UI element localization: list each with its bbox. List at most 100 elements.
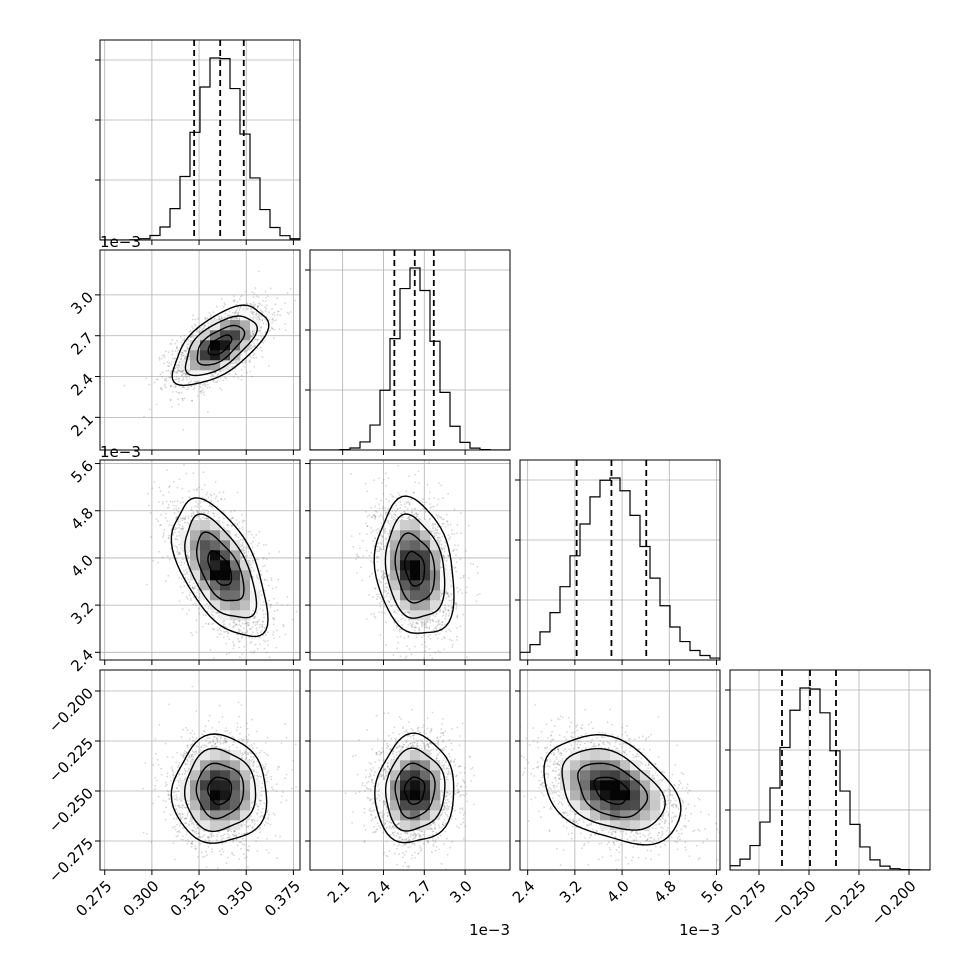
scatter-point (430, 507, 432, 509)
histogram-step (520, 478, 720, 660)
scatter-point (251, 637, 253, 639)
scatter-point (178, 577, 180, 579)
scatter-point (400, 636, 402, 638)
scatter-point (253, 312, 255, 314)
scatter-point (242, 550, 244, 552)
scatter-point (181, 392, 183, 394)
scatter-point (272, 318, 274, 320)
scatter-point (191, 507, 193, 509)
scatter-point (281, 308, 283, 310)
scatter-point (158, 501, 160, 503)
scatter-point (238, 522, 240, 524)
scatter-point (225, 313, 227, 315)
scatter-point (264, 627, 266, 629)
scatter-point (270, 288, 272, 290)
scatter-point (215, 612, 217, 614)
panel-1-0 (95, 250, 300, 455)
scatter-point (218, 615, 220, 617)
scatter-point (267, 640, 269, 642)
scatter-point (248, 637, 250, 639)
scatter-point (210, 649, 212, 651)
scatter-point (185, 569, 187, 571)
scatter-point (158, 487, 160, 489)
scatter-point (179, 521, 181, 523)
scatter-point (277, 314, 279, 316)
scatter-point (178, 531, 180, 533)
scatter-point (236, 519, 238, 521)
scatter-point (168, 504, 170, 506)
scatter-point (428, 462, 430, 464)
scatter-point (191, 400, 193, 402)
scatter-point (169, 559, 171, 561)
scatter-point (237, 492, 239, 494)
tick-marks (305, 270, 465, 455)
scatter-point (263, 617, 265, 619)
scatter-point (243, 552, 245, 554)
scatter-point (241, 528, 243, 530)
scatter-point (205, 623, 207, 625)
density-cell (240, 580, 250, 590)
scatter-point (196, 619, 198, 621)
scatter-point (242, 623, 244, 625)
scatter-point (163, 354, 165, 356)
scatter-point (234, 523, 236, 525)
scatter-point (271, 328, 273, 330)
scatter-point (264, 340, 266, 342)
scatter-point (276, 673, 278, 675)
scatter-point (250, 564, 252, 566)
scatter-point (395, 505, 397, 507)
scatter-point (218, 318, 220, 320)
scatter-point (151, 487, 153, 489)
scatter-point (252, 621, 254, 623)
scatter-point (160, 490, 162, 492)
scatter-point (169, 485, 171, 487)
scatter-point (192, 604, 194, 606)
scatter-point (245, 359, 247, 361)
scatter-point (218, 633, 220, 635)
scatter-point (166, 501, 168, 503)
scatter-point (238, 377, 240, 379)
scatter-point (213, 512, 215, 514)
scatter-point (237, 638, 239, 640)
scatter-point (180, 356, 182, 358)
scatter-point (252, 546, 254, 548)
density-cell (220, 550, 230, 560)
scatter-point (245, 291, 247, 293)
scatter-point (176, 378, 178, 380)
scatter-point (224, 302, 226, 304)
scatter-point (206, 510, 208, 512)
scatter-point (210, 314, 212, 316)
scatter-point (175, 505, 177, 507)
scatter-point (380, 634, 382, 636)
scatter-point (295, 300, 297, 302)
scatter-point (166, 469, 168, 471)
scatter-point (187, 558, 189, 560)
scatter-point (232, 641, 234, 643)
scatter-point (187, 522, 189, 524)
scatter-point (456, 606, 458, 608)
scatter-point (185, 351, 187, 353)
scatter-point (279, 328, 281, 330)
scatter-point (260, 326, 262, 328)
scatter-point (182, 501, 184, 503)
scatter-point (238, 647, 240, 649)
scatter-point (259, 643, 261, 645)
scatter-point (174, 529, 176, 531)
scatter-point (252, 318, 254, 320)
tick-marks (515, 480, 716, 665)
scatter-point (252, 631, 254, 633)
scatter-point (214, 318, 216, 320)
scatter-point (459, 589, 461, 591)
scatter-point (279, 636, 281, 638)
scatter-point (176, 340, 178, 342)
scatter-point (170, 373, 172, 375)
scatter-point (257, 559, 259, 561)
scatter-point (396, 516, 398, 518)
scatter-point (241, 369, 243, 371)
scatter-point (241, 375, 243, 377)
scatter-point (272, 588, 274, 590)
scatter-point (167, 555, 169, 557)
scatter-point (384, 597, 386, 599)
density-cell (190, 350, 200, 360)
